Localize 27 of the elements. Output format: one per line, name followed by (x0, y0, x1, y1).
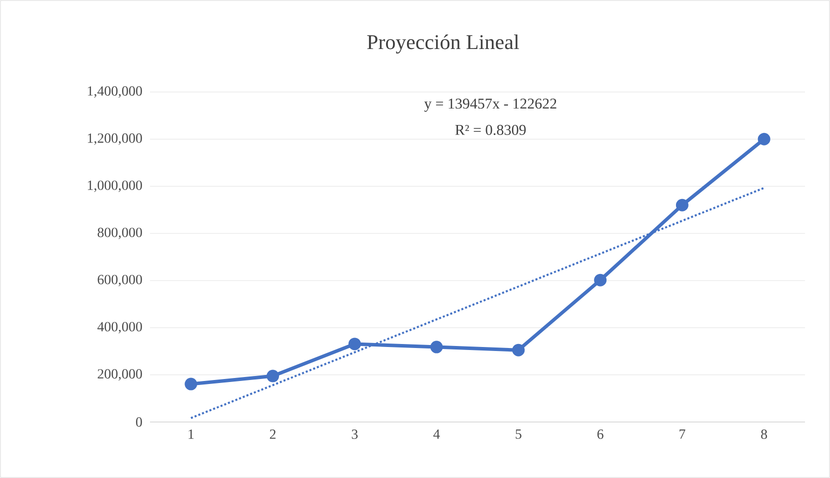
x-tick-label: 6 (597, 430, 604, 439)
annotation: R² = 0.8309 (455, 124, 526, 136)
point (758, 132, 770, 146)
x-tick-label: 2 (270, 430, 276, 439)
point (594, 274, 607, 286)
y-tick-label: 800,000 (98, 228, 142, 240)
y-tick-label: 0 (136, 417, 142, 427)
y-tick-label: 200,000 (98, 369, 142, 381)
y-tick-label: 1,200,000 (88, 133, 142, 145)
point (184, 378, 198, 390)
point (266, 370, 280, 382)
point (676, 198, 688, 212)
x-tick-label: 8 (761, 430, 768, 439)
x-tick-label: 4 (433, 430, 440, 439)
y-tick-label: 1,400,000 (88, 86, 142, 98)
point (348, 338, 361, 350)
chart-title: Proyección Lineal (367, 34, 519, 54)
y-tick-label: 400,000 (97, 322, 142, 334)
x-tick-label: 3 (352, 430, 358, 439)
y-tick-label: 600,000 (98, 274, 142, 286)
point (430, 340, 443, 354)
y-tick-label: 1,000,000 (88, 180, 142, 192)
point (512, 344, 525, 356)
x-tick-label: 5 (516, 430, 522, 439)
x-tick-label: 7 (680, 430, 686, 439)
x-tick-label: 1 (188, 430, 194, 439)
annotation: y = 139457x - 122622 (424, 98, 556, 112)
